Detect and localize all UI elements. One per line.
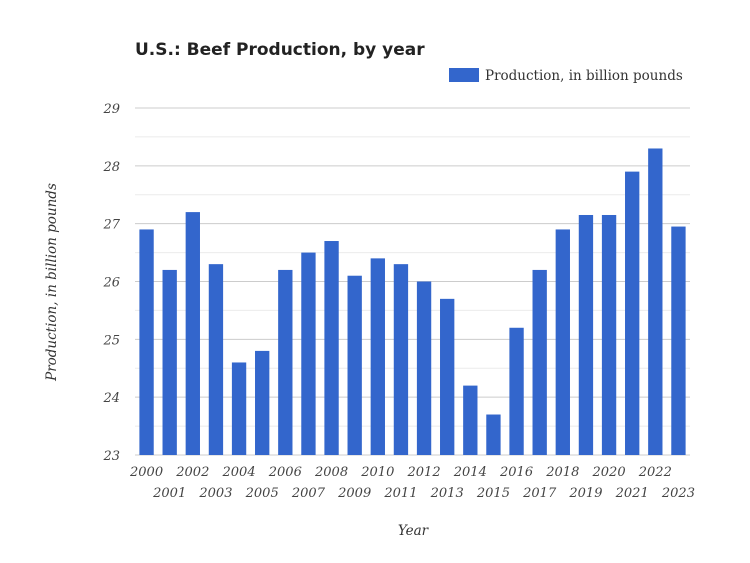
bar-2015 bbox=[486, 414, 501, 455]
x-tick-label: 2017 bbox=[522, 486, 557, 501]
x-tick-label: 2019 bbox=[568, 486, 602, 501]
bar-2005 bbox=[255, 350, 270, 455]
x-tick-label: 2016 bbox=[499, 465, 533, 480]
bar-2008 bbox=[324, 241, 339, 455]
y-tick-label: 28 bbox=[102, 160, 120, 175]
legend-swatch bbox=[449, 68, 479, 82]
x-tick-label: 2020 bbox=[592, 465, 626, 480]
bar-2013 bbox=[440, 298, 455, 455]
bar-2003 bbox=[208, 264, 224, 455]
bar-2020 bbox=[601, 214, 617, 455]
y-tick-label: 23 bbox=[102, 449, 120, 464]
x-tick-label: 2000 bbox=[129, 465, 163, 480]
x-tick-label: 2014 bbox=[453, 465, 487, 480]
x-tick-label: 2010 bbox=[360, 465, 394, 480]
bar-2014 bbox=[463, 385, 478, 455]
bar-2001 bbox=[162, 269, 177, 455]
y-axis-label: Production, in billion pounds bbox=[44, 183, 60, 382]
bar-2023 bbox=[671, 226, 686, 455]
x-tick-label: 2005 bbox=[245, 486, 279, 501]
x-tick-label: 2015 bbox=[476, 486, 510, 501]
x-tick-label: 2023 bbox=[661, 486, 695, 501]
x-tick-label: 2002 bbox=[175, 465, 209, 480]
bar-2006 bbox=[278, 269, 293, 455]
x-tick-label: 2007 bbox=[291, 486, 326, 501]
legend: Production, in billion pounds bbox=[449, 68, 683, 84]
legend-label: Production, in billion pounds bbox=[485, 68, 683, 84]
bar-2004 bbox=[231, 362, 247, 455]
y-tick-label: 25 bbox=[102, 333, 120, 348]
x-tick-label: 2008 bbox=[314, 465, 348, 480]
bar-2007 bbox=[301, 252, 316, 455]
y-tick-label: 26 bbox=[102, 276, 120, 291]
bar-2011 bbox=[393, 264, 409, 455]
bar-2022 bbox=[648, 148, 663, 455]
chart-title: U.S.: Beef Production, by year bbox=[135, 40, 425, 60]
x-tick-label: 2001 bbox=[152, 486, 186, 501]
x-tick-label: 2003 bbox=[198, 486, 232, 501]
bar-2019 bbox=[578, 214, 594, 455]
x-axis-label: Year bbox=[398, 523, 430, 539]
bar-2009 bbox=[347, 275, 362, 455]
bar-2016 bbox=[509, 327, 524, 455]
y-tick-label: 29 bbox=[102, 102, 120, 117]
x-tick-label: 2006 bbox=[268, 465, 302, 480]
x-tick-label: 2004 bbox=[222, 465, 256, 480]
x-tick-label: 2009 bbox=[337, 486, 371, 501]
x-tick-label: 2021 bbox=[615, 486, 649, 501]
bar-2021 bbox=[625, 171, 640, 455]
bar-2012 bbox=[416, 281, 432, 455]
bar-2018 bbox=[555, 229, 570, 455]
y-tick-label: 24 bbox=[102, 391, 120, 406]
bar-2002 bbox=[185, 212, 200, 455]
x-tick-label: 2012 bbox=[407, 465, 441, 480]
bar-2010 bbox=[370, 258, 385, 455]
bar-2000 bbox=[139, 229, 154, 455]
y-tick-label: 27 bbox=[102, 218, 120, 233]
x-tick-label: 2011 bbox=[383, 486, 417, 501]
x-tick-label: 2022 bbox=[638, 465, 672, 480]
bar-2017 bbox=[532, 269, 547, 455]
x-tick-label: 2013 bbox=[430, 486, 464, 501]
x-tick-label: 2018 bbox=[545, 465, 579, 480]
